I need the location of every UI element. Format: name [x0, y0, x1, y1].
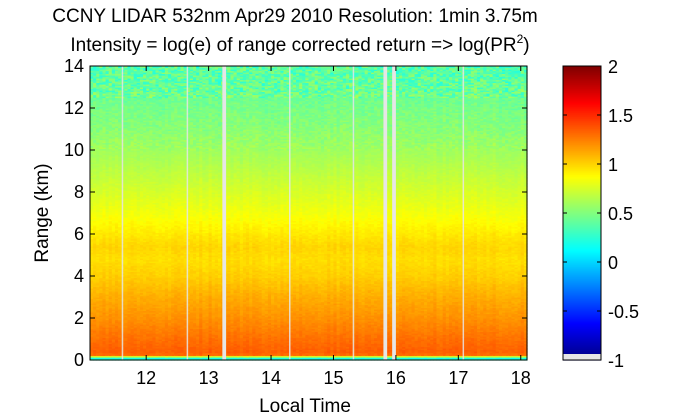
subtitle-close: ): [523, 35, 529, 56]
chart-title: CCNY LIDAR 532nm Apr29 2010 Resolution: …: [52, 6, 537, 27]
subtitle-main: Intensity = log(e) of range corrected re…: [70, 35, 516, 56]
heatmap-cells: [90, 66, 528, 361]
chart-subtitle: Intensity = log(e) of range corrected re…: [70, 32, 529, 56]
